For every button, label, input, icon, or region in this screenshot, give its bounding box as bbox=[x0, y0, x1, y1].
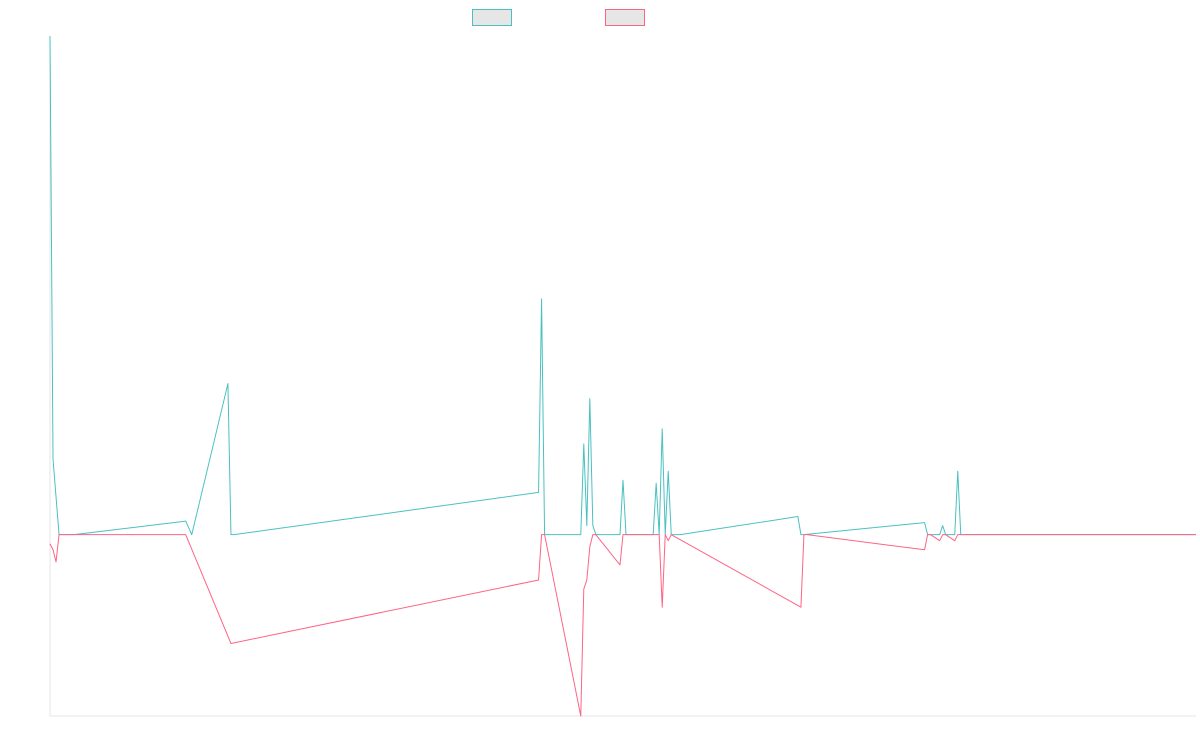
series-lines bbox=[49, 35, 1196, 717]
legend[interactable] bbox=[472, 9, 645, 26]
series-line-1 bbox=[49, 35, 1196, 536]
legend-swatch-series-1[interactable] bbox=[472, 9, 512, 26]
axes bbox=[49, 36, 1196, 717]
legend-swatch-series-2[interactable] bbox=[605, 9, 645, 26]
series-line-2 bbox=[49, 534, 1196, 717]
